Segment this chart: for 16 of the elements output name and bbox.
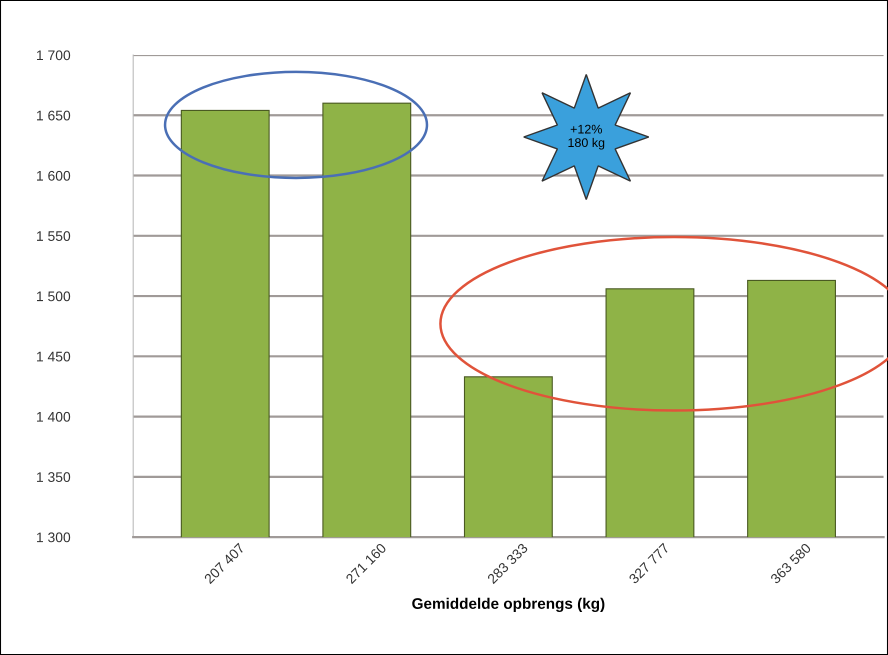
x-tick-label: 283 333 bbox=[486, 542, 528, 584]
x-tick-label: 207 407 bbox=[204, 542, 246, 584]
y-tick-label: 1 500 bbox=[37, 291, 70, 302]
x-tick-label: 327 777 bbox=[628, 542, 670, 584]
y-tick-label: 1 350 bbox=[37, 472, 70, 482]
x-tick-label: 363 580 bbox=[770, 542, 812, 584]
y-tick-label: 1 650 bbox=[37, 110, 70, 120]
x-axis-title: Gemiddelde opbrengs (kg) bbox=[412, 598, 604, 612]
y-tick-label: 1 450 bbox=[37, 352, 70, 362]
y-tick-label: 1 700 bbox=[37, 50, 70, 60]
annotation: +12% 180 kg bbox=[568, 124, 604, 150]
y-tick-label: 1 300 bbox=[37, 532, 70, 542]
x-tick-label: 271 160 bbox=[345, 542, 387, 584]
y-tick-label: 1 400 bbox=[37, 412, 70, 422]
y-tick-label: 1 550 bbox=[37, 231, 70, 241]
y-tick-label: 1 600 bbox=[37, 170, 70, 181]
